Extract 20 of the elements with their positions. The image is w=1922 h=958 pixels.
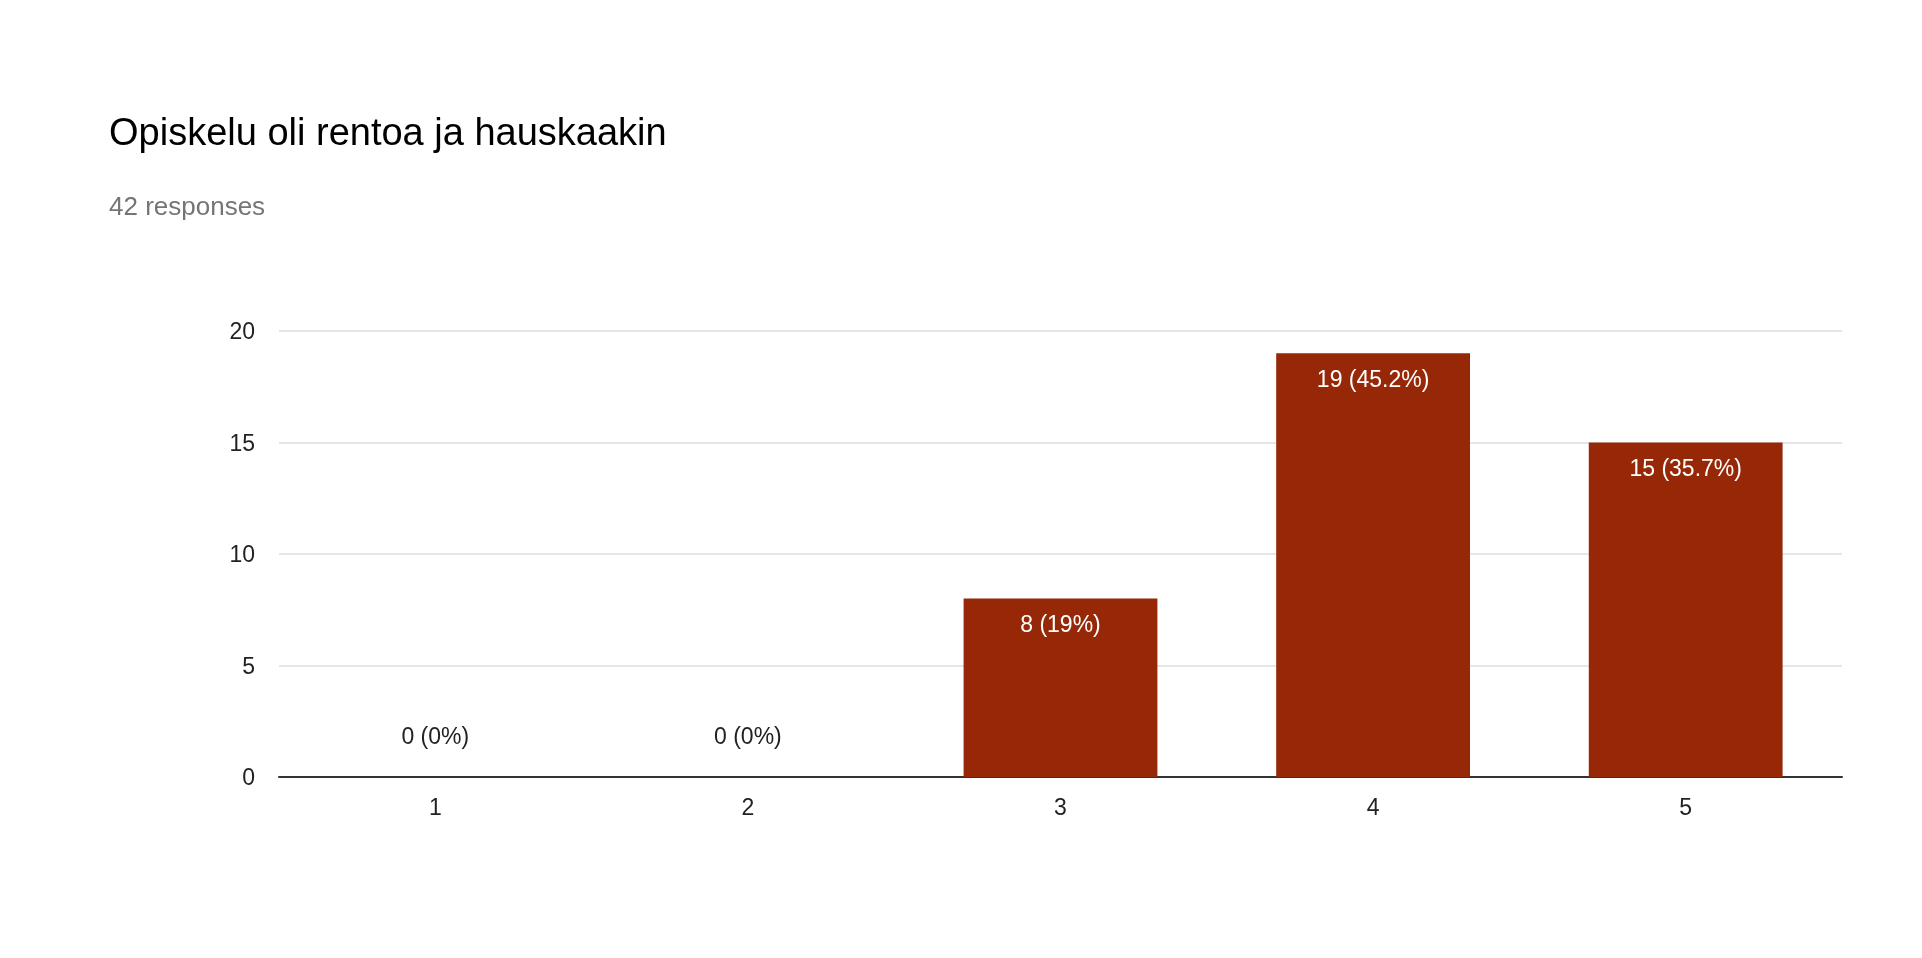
x-tick-label: 2 bbox=[741, 793, 755, 820]
data-label: 15 (35.7%) bbox=[1629, 455, 1742, 481]
data-label: 0 (0%) bbox=[714, 722, 782, 749]
y-tick-label: 0 bbox=[242, 764, 255, 790]
chart-subtitle: 42 responses bbox=[109, 191, 266, 221]
bar bbox=[1276, 353, 1471, 777]
data-label: 0 (0%) bbox=[401, 722, 470, 749]
x-tick-label: 3 bbox=[1054, 793, 1067, 820]
data-label: 19 (45.2%) bbox=[1316, 365, 1430, 392]
y-tick-label: 15 bbox=[229, 429, 255, 456]
x-tick-label: 5 bbox=[1679, 793, 1693, 820]
y-tick-label: 5 bbox=[242, 652, 255, 679]
y-tick-label: 20 bbox=[229, 318, 255, 344]
y-tick-label: 10 bbox=[229, 541, 255, 567]
bar bbox=[1588, 442, 1783, 777]
bar bbox=[963, 598, 1158, 777]
data-label: 8 (19%) bbox=[1020, 611, 1101, 638]
chart-title: Opiskelu oli rentoa ja hauskaakin bbox=[109, 111, 667, 153]
x-tick-label: 4 bbox=[1366, 793, 1380, 820]
x-tick-label: 1 bbox=[428, 793, 442, 820]
